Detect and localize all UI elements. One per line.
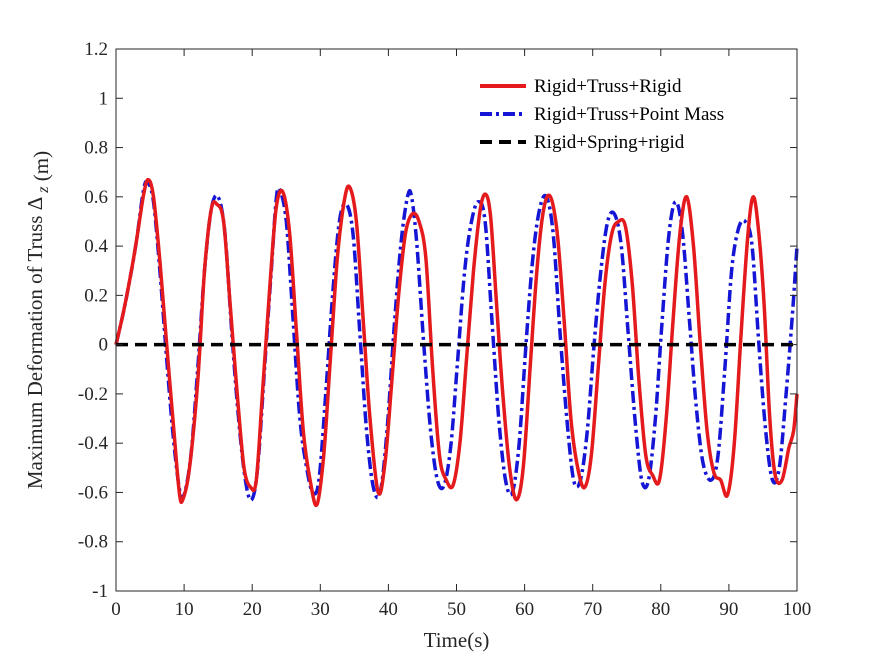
legend-label-rigid-truss-point-mass: Rigid+Truss+Point Mass <box>534 104 724 125</box>
ticks-layer: 0 10 20 30 40 50 60 70 80 90 100-1-0.8-0.6-0.4-0.2… <box>78 39 811 620</box>
x-tick-label: 50 <box>447 599 466 620</box>
y-tick-label: 0.6 <box>84 187 108 208</box>
y-tick-label: -0.2 <box>78 384 108 405</box>
x-axis-title: Time(s) <box>424 628 490 652</box>
y-tick-label: -1 <box>92 581 108 602</box>
x-tick-label: 70 <box>583 599 602 620</box>
legend-label-rigid-truss-rigid: Rigid+Truss+Rigid <box>534 76 682 97</box>
y-axis-title-text: Maximum Deformation of Truss <box>23 216 47 490</box>
x-tick-label: 60 <box>515 599 534 620</box>
y-tick-label: 0.8 <box>84 138 108 159</box>
series-layer <box>114 177 799 508</box>
y-axis-title: Maximum Deformation of Truss Δ z (m) <box>23 151 53 489</box>
series-line-rigid-truss-point-mass <box>114 179 799 502</box>
legend: Rigid+Truss+Rigid Rigid+Truss+Point Mass… <box>480 76 724 153</box>
x-tick-label: 100 <box>783 599 812 620</box>
y-tick-label: 1 <box>99 88 109 109</box>
plot-area-frame <box>115 48 798 592</box>
x-tick-label: 20 <box>243 599 262 620</box>
svg-text:Maximum Deformation of Truss: Maximum Deformation of Truss Δ z (m) <box>23 151 53 489</box>
x-tick-label: 0 <box>111 599 121 620</box>
x-tick-label: 80 <box>651 599 670 620</box>
x-tick-label: 40 <box>379 599 398 620</box>
y-axis-title-unit: (m) <box>29 151 53 181</box>
y-tick-label: 0.4 <box>84 236 108 257</box>
y-axis-title-symbol: Δ <box>23 197 47 210</box>
x-tick-label: 10 <box>175 599 194 620</box>
y-tick-label: 0 <box>99 335 109 356</box>
y-tick-label: -0.4 <box>78 433 109 454</box>
legend-label-rigid-spring-rigid: Rigid+Spring+rigid <box>534 132 685 153</box>
y-axis-title-subscript: z <box>35 186 52 194</box>
y-tick-label: 1.2 <box>84 39 108 60</box>
x-tick-label: 90 <box>719 599 738 620</box>
series-line-rigid-truss-rigid <box>114 177 799 508</box>
x-tick-label: 30 <box>311 599 330 620</box>
y-tick-label: 0.2 <box>84 285 108 306</box>
y-tick-label: -0.8 <box>78 532 108 553</box>
y-tick-label: -0.6 <box>78 482 108 503</box>
